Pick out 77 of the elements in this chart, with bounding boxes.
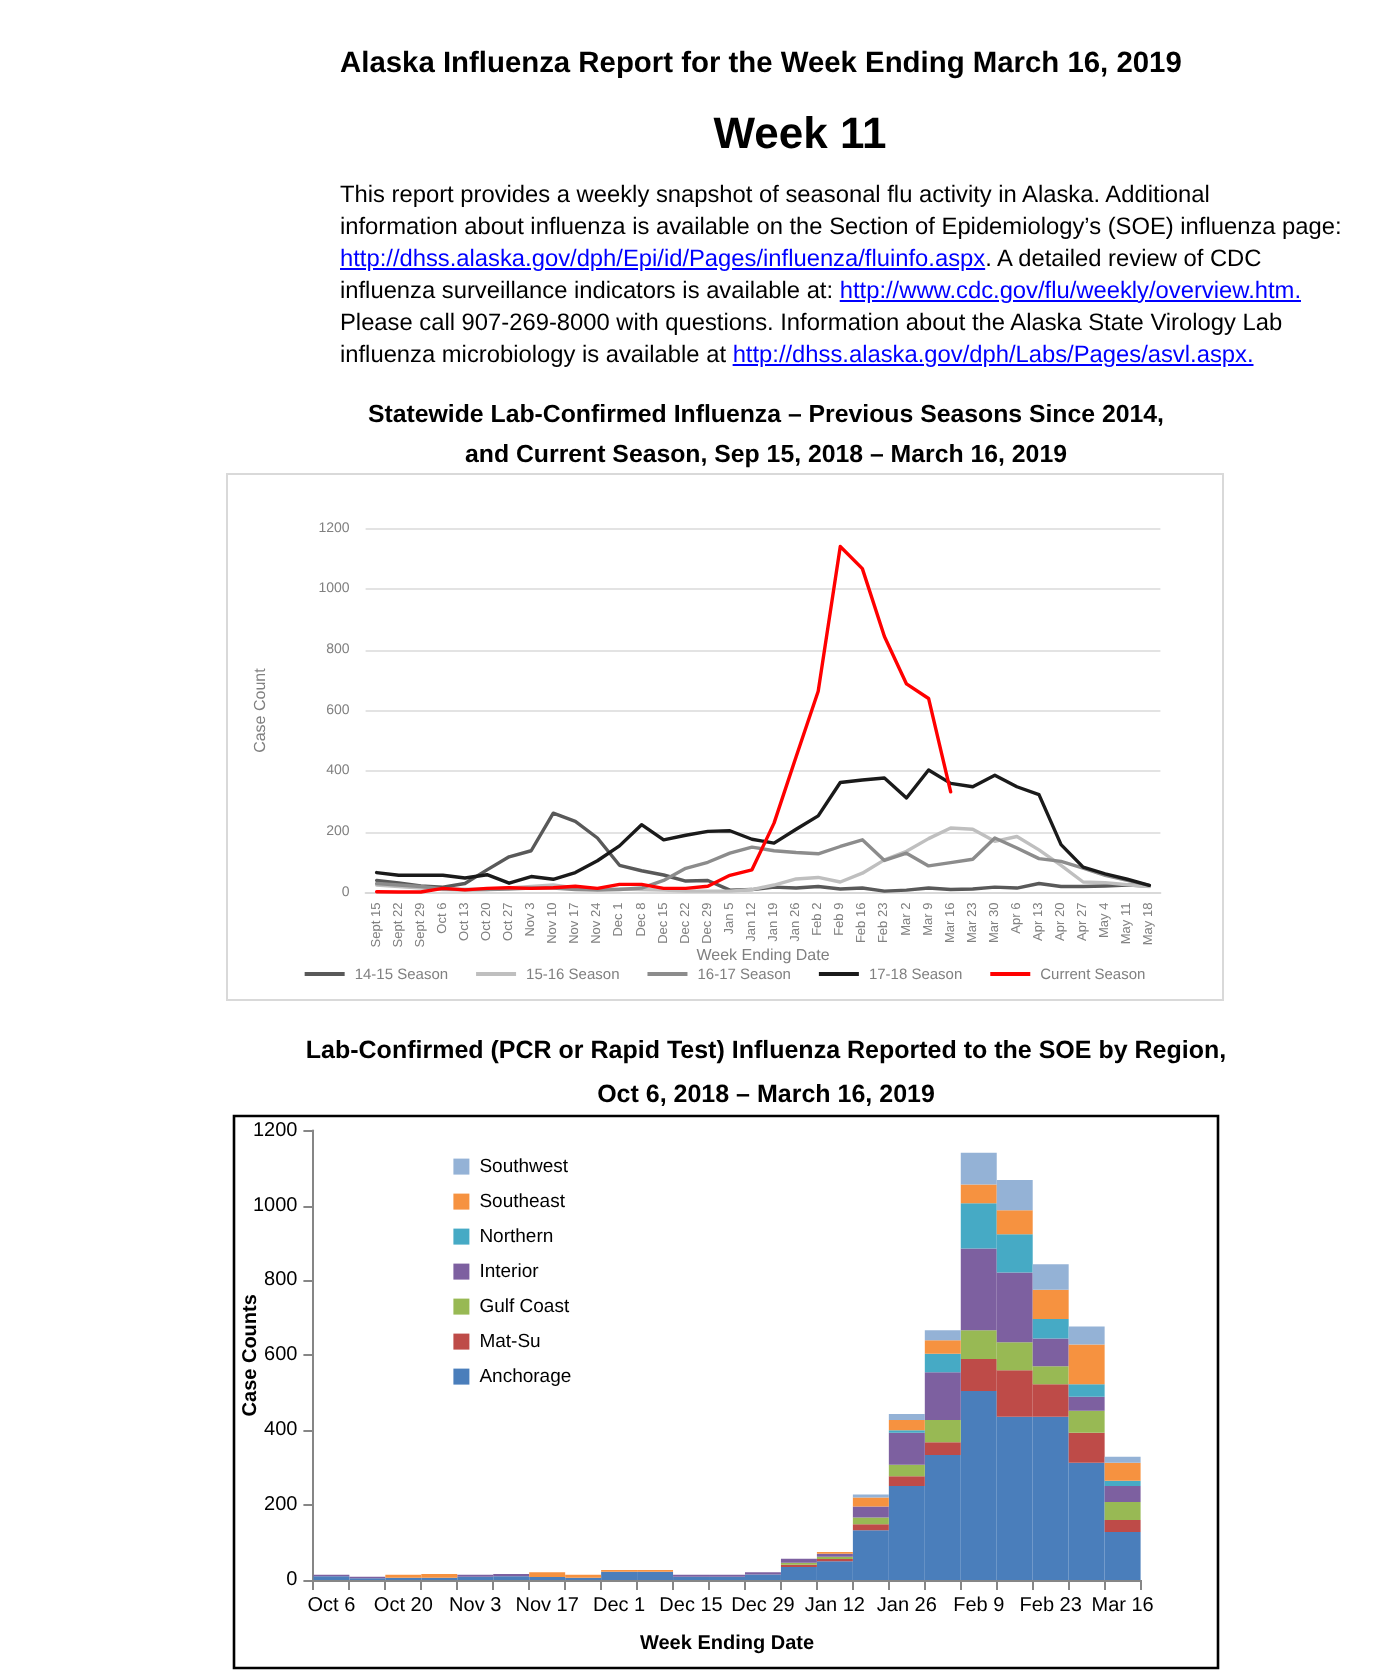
bar bbox=[1104, 1486, 1141, 1503]
bar bbox=[852, 1517, 889, 1525]
y-axis-title: Case Counts bbox=[240, 1293, 263, 1417]
text: http://dhss.alaska.gov/dph/Epi/id/Pages/influenza/fluinfo.aspx bbox=[340, 243, 986, 272]
x-tick-label: Dec 15 bbox=[659, 1595, 724, 1617]
x-tick-label: Dec 1 bbox=[592, 1595, 647, 1617]
bar bbox=[996, 1210, 1033, 1235]
legend-label: Interior bbox=[479, 1260, 539, 1283]
bar bbox=[1032, 1289, 1069, 1319]
text: Week 11 bbox=[711, 108, 889, 160]
legend-label: Gulf Coast bbox=[479, 1295, 570, 1318]
bar bbox=[852, 1524, 889, 1531]
bar bbox=[924, 1372, 961, 1421]
bar bbox=[1104, 1462, 1141, 1481]
chart-title: Lab-Confirmed (PCR or Rapid Test) Influenza Reported to the SOE by Region, Oct 6, 2018 – March 16, 2019 bbox=[304, 1034, 1228, 1112]
bar bbox=[888, 1420, 925, 1431]
x-tick-label: Oct 6 bbox=[307, 1595, 357, 1617]
text: influenza microbiology is available at bbox=[340, 339, 726, 368]
chart-title: Statewide Lab-Confirmed Influenza – Previous Seasons Since 2014, and Current Season, Sep 15, 2018 – March 16, 2019 bbox=[365, 398, 1166, 472]
bar bbox=[888, 1476, 925, 1486]
x-tick-label: Jan 26 bbox=[876, 1595, 938, 1617]
y-tick-label: 800 bbox=[264, 1269, 299, 1292]
bar bbox=[924, 1353, 961, 1373]
x-axis-title: Week Ending Date bbox=[696, 945, 831, 964]
line-series bbox=[374, 544, 953, 894]
x-tick-label: Feb 9 bbox=[953, 1595, 1006, 1617]
x-tick-label: Oct 20 bbox=[373, 1595, 434, 1617]
bar bbox=[1068, 1396, 1105, 1411]
legend-label: Northern bbox=[479, 1225, 554, 1248]
x-tick-label: Jan 12 bbox=[804, 1595, 866, 1617]
text: http://www.cdc.gov/flu/weekly/overview.htm. bbox=[839, 275, 1301, 304]
text: Alaska Influenza Report for the Week Ending March 16, 2019 bbox=[340, 46, 1182, 82]
bar bbox=[888, 1432, 925, 1465]
bar bbox=[1068, 1384, 1105, 1397]
bar bbox=[888, 1414, 925, 1421]
text: http://dhss.alaska.gov/dph/Labs/Pages/asvl.aspx. bbox=[732, 339, 1254, 368]
bar bbox=[1068, 1344, 1105, 1385]
y-tick-label: 400 bbox=[264, 1419, 299, 1442]
text: This report provides a weekly snapshot of seasonal flu activity in Alaska. Additional bbox=[340, 179, 1210, 208]
bar bbox=[1068, 1326, 1105, 1345]
y-tick-label: 0 bbox=[286, 1569, 299, 1591]
bar bbox=[1104, 1520, 1141, 1533]
bar bbox=[852, 1506, 889, 1518]
bar bbox=[924, 1420, 961, 1443]
y-tick-label: 1000 bbox=[252, 1194, 299, 1217]
bar bbox=[888, 1464, 925, 1477]
bar bbox=[924, 1340, 961, 1354]
bar bbox=[924, 1330, 961, 1341]
legend-label: Southwest bbox=[479, 1155, 569, 1178]
y-tick-label: 200 bbox=[264, 1494, 299, 1517]
text: Please call 907-269-8000 with questions. Information about the Alaska State Virology Lab bbox=[340, 307, 1283, 336]
text: information about influenza is available on the Section of Epidemiology’s (SOE) influenza page: bbox=[340, 211, 1342, 240]
x-axis-title: Week Ending Date bbox=[639, 1633, 815, 1655]
bar bbox=[1104, 1502, 1141, 1521]
legend-label: Southeast bbox=[479, 1190, 566, 1213]
text: influenza surveillance indicators is available at: bbox=[340, 275, 834, 304]
x-tick-label: Dec 29 bbox=[731, 1595, 796, 1617]
y-tick-label: 600 bbox=[264, 1344, 299, 1367]
text: . A detailed review of CDC bbox=[985, 243, 1262, 272]
legend-label: Mat-Su bbox=[479, 1330, 541, 1353]
bar bbox=[960, 1184, 997, 1204]
bar bbox=[1068, 1410, 1105, 1433]
bar bbox=[1068, 1432, 1105, 1463]
bar bbox=[924, 1442, 961, 1455]
bar bbox=[1104, 1480, 1141, 1486]
bar bbox=[1032, 1318, 1069, 1339]
line-series bbox=[374, 768, 1152, 888]
y-axis-title: Case Count bbox=[250, 666, 269, 753]
x-tick-label: Mar 16 bbox=[1091, 1595, 1155, 1617]
x-tick-label: Nov 17 bbox=[515, 1595, 580, 1617]
legend-label: Anchorage bbox=[479, 1365, 572, 1388]
x-tick-label: Nov 3 bbox=[449, 1595, 503, 1617]
y-tick-label: 1200 bbox=[252, 1119, 299, 1142]
bar bbox=[852, 1497, 889, 1507]
bar bbox=[1104, 1456, 1141, 1463]
x-tick-label: Feb 23 bbox=[1019, 1595, 1083, 1617]
bar bbox=[1032, 1264, 1069, 1290]
